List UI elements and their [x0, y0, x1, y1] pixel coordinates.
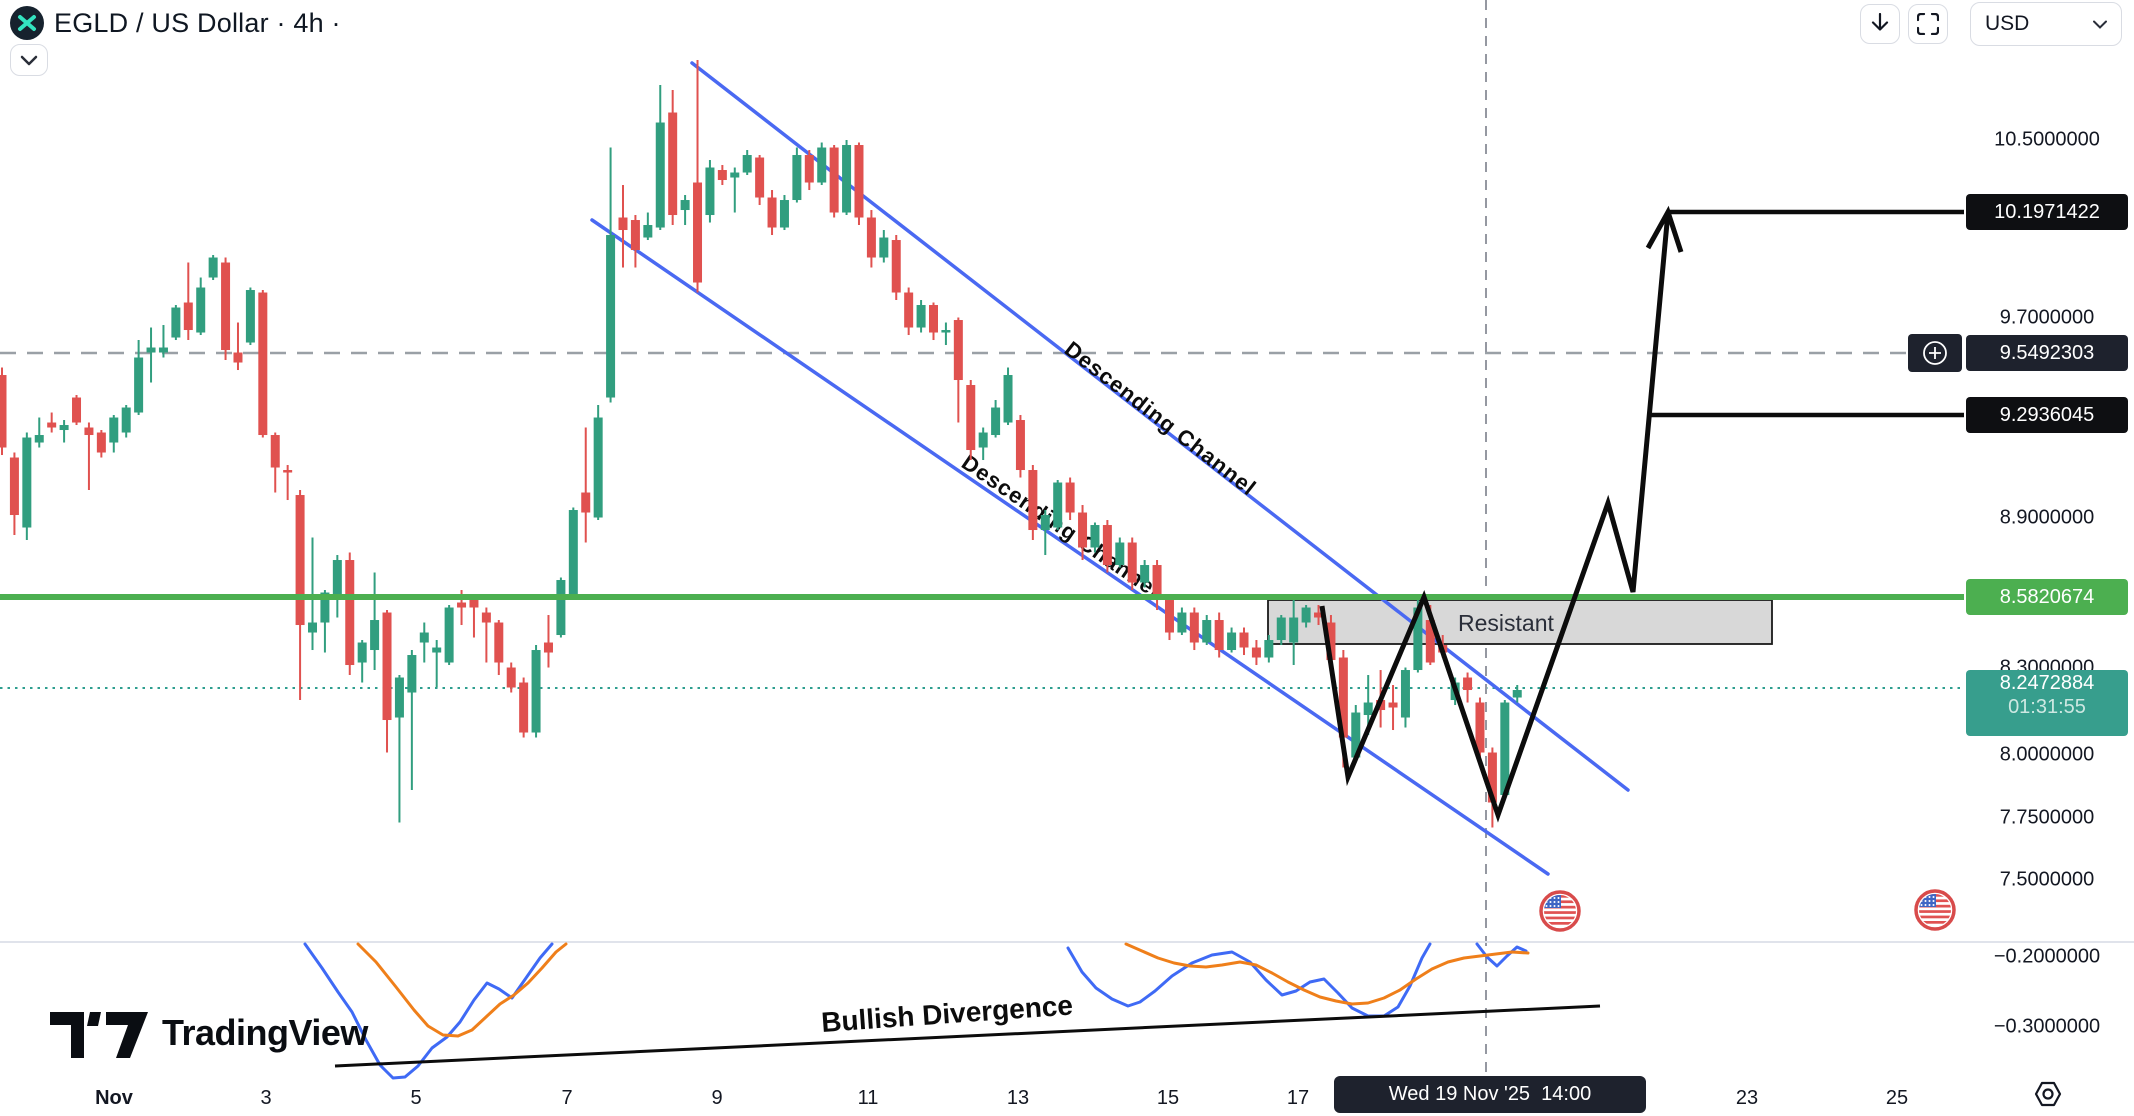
timezone-settings-button[interactable] — [2032, 1078, 2064, 1115]
price-axis-label: 10.5000000 — [1994, 128, 2100, 151]
resistance-zone-box — [1267, 599, 1773, 645]
time-axis-label: 9 — [711, 1087, 723, 1109]
countdown-timer: 01:31:55 — [2008, 696, 2086, 718]
plus-circle-icon — [1923, 341, 1947, 365]
tradingview-attribution[interactable]: TradingView — [48, 1008, 368, 1058]
hexagon-gear-icon — [2034, 1081, 2062, 1107]
time-axis-label: 23 — [1735, 1087, 1759, 1109]
time-axis-label: 7 — [561, 1087, 573, 1109]
time-axis-label: Nov — [95, 1087, 133, 1109]
price-axis-label: 7.7500000 — [1999, 806, 2095, 829]
bullish-divergence-trendline — [334, 1004, 1601, 1068]
price-axis-label: 8.0000000 — [1999, 743, 2095, 766]
time-axis-label: 3 — [260, 1087, 272, 1109]
time-axis-label: 15 — [1156, 1087, 1180, 1109]
symbol-header: EGLD / US Dollar · 4h · — [10, 6, 341, 40]
oscillator-blue-line-1 — [1066, 942, 1432, 1018]
descending-channel-label-upper: Descending Channel — [1060, 336, 1261, 500]
time-axis-label: 13 — [1006, 1087, 1030, 1109]
currency-select[interactable]: USD — [1970, 2, 2122, 46]
download-button[interactable] — [1860, 4, 1900, 44]
time-axis-label: 5 — [410, 1087, 422, 1109]
price-badge-10.1971422: 10.1971422 — [1966, 194, 2128, 230]
time-axis-label: 25 — [1885, 1087, 1909, 1109]
crosshair-time-badge: Wed 19 Nov '25 14:00 — [1334, 1076, 1646, 1113]
symbol-title[interactable]: EGLD / US Dollar · 4h · — [54, 7, 341, 38]
oscillator-orange-line-1 — [1124, 942, 1530, 1006]
download-icon — [1871, 13, 1889, 31]
add-alert-plus-button[interactable] — [1908, 334, 1962, 372]
us-flag-event-icon[interactable] — [1914, 889, 1956, 931]
fullscreen-icon — [1917, 13, 1939, 35]
chevron-down-icon — [20, 55, 38, 66]
tradingview-brand-text: TradingView — [162, 1012, 368, 1053]
price-badge-8.5820674: 8.5820674 — [1966, 579, 2128, 615]
price-badge-9.5492303: 9.5492303 — [1966, 335, 2128, 371]
collapse-toolbar-button[interactable] — [10, 44, 48, 76]
price-axis-label: 8.9000000 — [1999, 506, 2095, 529]
descending-channel-lower_line — [590, 218, 1550, 876]
fullscreen-button[interactable] — [1908, 4, 1948, 44]
tradingview-logo-icon — [50, 1012, 148, 1058]
bullish-divergence-label: Bullish Divergence — [820, 989, 1074, 1038]
price-axis-label: 9.7000000 — [1999, 306, 2095, 329]
price-axis-label: −0.3000000 — [1993, 1015, 2101, 1038]
price-projection-zigzag — [1319, 211, 1671, 823]
currency-selected-value: USD — [1985, 12, 2030, 35]
oscillator-orange-line-0 — [356, 942, 568, 1038]
price-axis-label: −0.2000000 — [1993, 945, 2101, 968]
us-flag-event-icon[interactable] — [1539, 890, 1581, 932]
price-badge-8.2472884: 8.2472884 01:31:55 — [1966, 670, 2128, 736]
price-badge-9.2936045: 9.2936045 — [1966, 397, 2128, 433]
candlestick-series — [0, 60, 1522, 828]
price-axis-label: 7.5000000 — [1999, 868, 2095, 891]
chevron-down-icon — [2093, 20, 2107, 29]
time-axis-label: 17 — [1286, 1087, 1310, 1109]
time-axis-label: 11 — [857, 1087, 879, 1109]
resistance-zone-label: Resistant — [1458, 610, 1554, 636]
egld-logo-icon — [10, 6, 44, 40]
